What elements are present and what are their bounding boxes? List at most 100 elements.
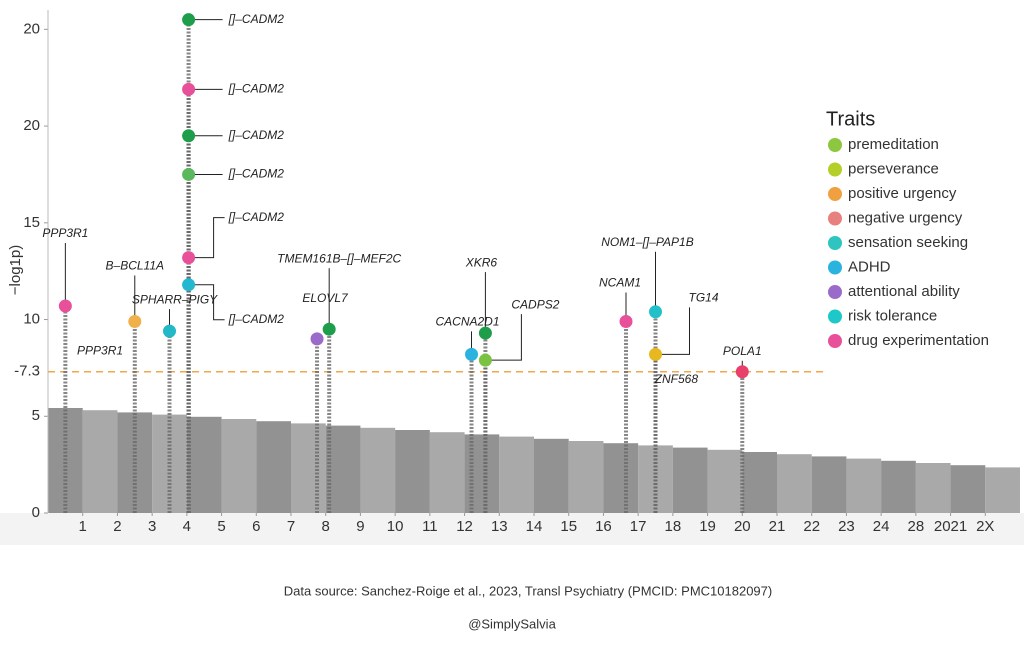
hit-point — [58, 299, 72, 313]
x-tick-label: 21 — [769, 518, 786, 535]
legend-text: risk tolerance — [848, 307, 937, 324]
legend-swatch — [828, 162, 842, 177]
chromosome-band — [777, 454, 812, 513]
x-tick-label: 8 — [322, 518, 330, 535]
hit-label: ELOVL7 — [302, 291, 349, 305]
hit-label: NCAM1 — [599, 276, 641, 290]
x-tick-label: 2X — [976, 518, 994, 535]
legend-swatch — [828, 211, 842, 226]
hit-point — [619, 314, 633, 328]
threshold-label: -7.3 — [14, 363, 40, 380]
x-tick-label: 24 — [873, 518, 890, 535]
x-tick-label: 2 — [113, 518, 121, 535]
hit-label: B–BCL11A — [106, 259, 164, 273]
chromosome-band — [846, 458, 882, 513]
y-axis-label: −log1p) — [7, 245, 24, 295]
legend-text: ADHD — [848, 258, 891, 275]
hit-label: []–CADM2 — [228, 210, 285, 224]
y-tick-label: 20 — [23, 20, 40, 37]
x-tick-label: 6 — [252, 518, 260, 535]
x-tick-label: 5 — [217, 518, 225, 535]
chromosome-band — [186, 416, 222, 513]
background-dots — [48, 408, 1020, 513]
chromosome-band — [811, 456, 847, 513]
chromosome-band — [672, 447, 708, 513]
hit-label: XKR6 — [465, 255, 498, 269]
hit-point — [182, 129, 196, 143]
chromosome-band — [429, 432, 465, 513]
legend-swatch — [828, 309, 842, 324]
chromosome-band — [915, 463, 951, 513]
hit-point — [649, 347, 662, 361]
hit-label: []–CADM2 — [228, 167, 285, 181]
x-tick-label: 16 — [595, 518, 612, 535]
annotation: ZNF568 — [654, 372, 699, 386]
x-tick-label: 13 — [491, 518, 508, 535]
legend-text: attentional ability — [848, 283, 960, 300]
x-tick-label: 2021 — [934, 518, 967, 535]
legend-text: drug experimentation — [848, 332, 989, 349]
chromosome-band — [950, 465, 986, 513]
chromosome-band — [395, 430, 430, 513]
chromosome-band — [256, 421, 291, 513]
legend-swatch — [828, 260, 842, 275]
hit-point — [163, 324, 176, 338]
hit-label: SPHARR–PIGY — [132, 292, 218, 306]
leader-line — [188, 284, 225, 321]
hit-point — [322, 322, 336, 336]
hit-label: NOM1–[]–PAP1B — [601, 235, 693, 249]
legend-title: Traits — [826, 108, 875, 130]
x-tick-label: 3 — [148, 518, 156, 535]
leader-line — [655, 307, 690, 355]
y-tick-label: 15 — [23, 214, 40, 231]
x-tick-label: 10 — [387, 518, 404, 535]
chromosome-band — [603, 443, 639, 513]
x-tick-label: 22 — [803, 518, 820, 535]
x-tick-label: 12 — [456, 518, 473, 535]
x-axis-band — [0, 513, 1024, 545]
hit-label: TG14 — [688, 291, 718, 305]
hit-label: []–CADM2 — [228, 12, 285, 26]
x-tick-label: 19 — [699, 518, 716, 535]
legend-swatch — [828, 187, 842, 201]
hit-label: CACNA2D1 — [435, 315, 499, 329]
legend-swatch — [828, 236, 842, 250]
legend-text: premeditation — [848, 136, 939, 153]
x-tick-label: 4 — [183, 518, 191, 535]
x-tick-label: 15 — [560, 518, 577, 535]
legend-text: positive urgency — [848, 185, 957, 202]
x-tick-label: 18 — [665, 518, 682, 535]
hit-label: CADPS2 — [511, 297, 559, 311]
chromosome-band — [707, 449, 743, 513]
hit-point — [310, 332, 324, 346]
hit-point — [128, 314, 142, 328]
hit-label: []–CADM2 — [228, 312, 285, 326]
legend-text: negative urgency — [848, 209, 963, 226]
hit-point — [182, 82, 196, 96]
hit-point — [735, 365, 749, 379]
legend-swatch — [828, 138, 842, 152]
hit-point — [182, 251, 196, 265]
chromosome-band — [985, 467, 1020, 513]
x-tick-label: 11 — [422, 518, 438, 535]
hit-point — [649, 305, 662, 319]
hit-point — [478, 353, 492, 367]
x-tick-label: 14 — [526, 518, 543, 535]
y-tick-label: 10 — [23, 311, 40, 328]
hit-label: []–CADM2 — [228, 81, 285, 95]
legend-swatch — [828, 285, 842, 299]
hit-label: []–CADM2 — [228, 128, 285, 142]
hit-label: TMEM161B–[]–MEF2C — [277, 251, 401, 265]
x-tick-label: 28 — [908, 518, 925, 535]
chromosome-band — [291, 423, 326, 513]
hit-point — [478, 326, 492, 340]
source: Data source: Sanchez-Roige et al., 2023,… — [284, 583, 772, 598]
hit-point — [465, 347, 479, 361]
chromosome-band — [221, 419, 257, 513]
annotation: PPP3R1 — [77, 344, 123, 358]
chromosome-band — [742, 452, 777, 513]
x-tick-label: 20 — [734, 518, 751, 535]
leader-line — [485, 314, 522, 361]
chromosome-band — [881, 460, 916, 513]
